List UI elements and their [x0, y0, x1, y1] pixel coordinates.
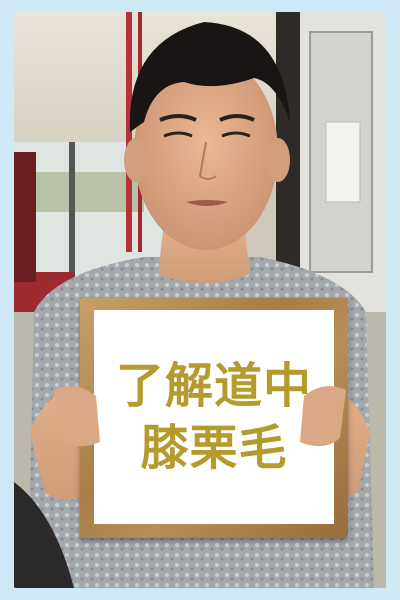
face — [134, 54, 278, 250]
machine-left — [14, 152, 36, 282]
window-frame — [69, 142, 75, 292]
mouth — [186, 200, 228, 206]
ear-right — [266, 138, 290, 182]
eye-left — [163, 131, 193, 138]
machine-pole — [126, 12, 132, 252]
brow-left — [159, 114, 197, 122]
hair — [129, 22, 290, 132]
fingers-right — [300, 386, 346, 447]
sleeve-dark — [14, 482, 74, 588]
window-greenery — [34, 172, 144, 212]
sign-board: 了解道中 膝栗毛 — [80, 298, 348, 538]
fingers-left — [54, 386, 100, 447]
eye-right — [221, 131, 251, 138]
nose — [198, 141, 217, 180]
fingers-overlay — [54, 386, 346, 447]
poster — [325, 121, 361, 203]
right-door — [309, 31, 373, 273]
brow-right — [219, 114, 255, 122]
sign-paper: 了解道中 膝栗毛 — [94, 310, 334, 524]
sign-line-1: 了解道中 — [115, 358, 312, 414]
photo-frame: 了解道中 膝栗毛 — [14, 12, 386, 588]
sign-line-2: 膝栗毛 — [140, 420, 288, 476]
ear-left — [124, 138, 148, 182]
